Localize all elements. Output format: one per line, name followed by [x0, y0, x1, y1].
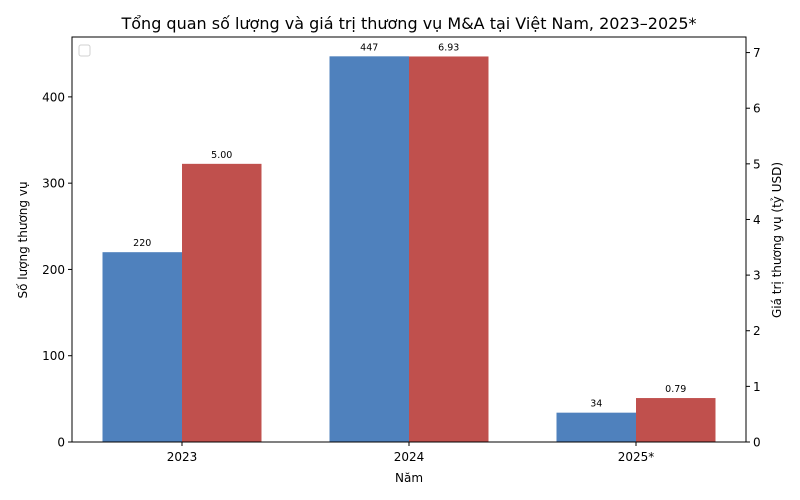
y-axis-right-label: Giá trị thương vụ (tỷ USD) [770, 162, 784, 318]
chart-title: Tổng quan số lượng và giá trị thương vụ … [120, 14, 696, 33]
y-tick-right-label: 5 [753, 157, 761, 171]
y-tick-right-label: 4 [753, 213, 761, 227]
y-axis-left-label: Số lượng thương vụ [16, 181, 30, 298]
bar-value-label: 220 [133, 238, 151, 249]
x-tick-label: 2024 [394, 450, 425, 464]
bar-value [409, 56, 489, 442]
x-tick-label: 2025* [618, 450, 655, 464]
bar-count [329, 56, 409, 442]
bar-value [182, 163, 262, 443]
bar-count [556, 412, 636, 442]
y-axis-left: 0 100 200 300 400 [42, 90, 72, 450]
bar-value-label: 0.79 [665, 384, 686, 395]
y-tick-right-label: 6 [753, 102, 761, 116]
bar-labels: 220 5.00 447 6.93 34 0.79 [133, 42, 686, 409]
y-tick-right-label: 3 [753, 269, 761, 283]
bar-value [636, 398, 716, 442]
bar-value-label: 447 [360, 42, 378, 53]
y-tick-left-label: 100 [42, 349, 65, 363]
y-tick-right-label: 1 [753, 380, 761, 394]
y-tick-right-label: 0 [753, 436, 761, 450]
bars [102, 56, 716, 443]
y-tick-left-label: 200 [42, 263, 65, 277]
bar-count [102, 252, 182, 442]
y-tick-left-label: 300 [42, 177, 65, 191]
legend-box [78, 44, 91, 57]
bar-value-label: 6.93 [438, 42, 459, 53]
y-axis-right: 0 1 2 3 4 5 6 7 [746, 46, 761, 450]
x-axis-label: Năm [395, 471, 423, 485]
x-axis: 2023 2024 2025* [167, 442, 655, 464]
y-tick-right-label: 7 [753, 46, 761, 60]
legend [78, 44, 91, 57]
bar-value-label: 5.00 [211, 150, 232, 161]
x-tick-label: 2023 [167, 450, 198, 464]
y-tick-left-label: 400 [42, 90, 65, 104]
bar-value-label: 34 [590, 399, 602, 410]
y-tick-left-label: 0 [57, 436, 65, 450]
y-tick-right-label: 2 [753, 324, 761, 338]
